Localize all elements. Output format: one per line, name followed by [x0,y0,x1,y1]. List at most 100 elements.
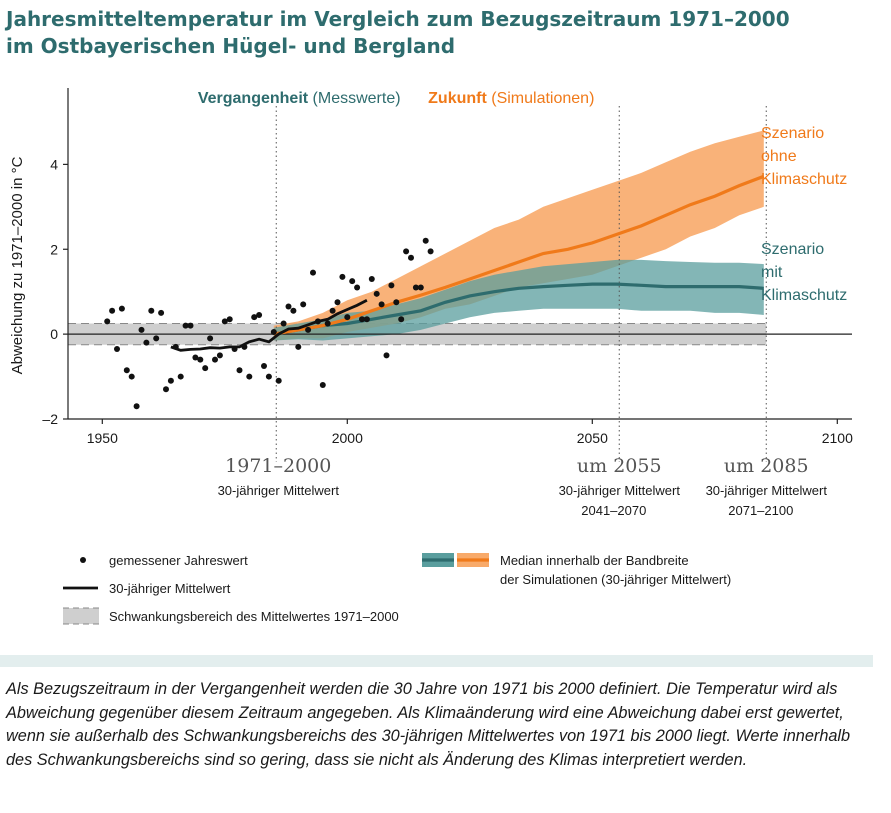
caption-text: Als Bezugszeitraum in der Vergangenheit … [6,680,851,769]
x-tick-label: 1950 [87,430,118,446]
observation-point [368,275,375,282]
band-ohne-klimaschutz [273,130,764,341]
observation-point [305,326,312,333]
observation-point [329,307,336,314]
observation-point [221,318,228,325]
observation-point [408,254,414,261]
section-label-future: Zukunft (Simulationen) [428,90,594,107]
observation-point [133,403,140,410]
median-mit-klimaschutz [273,282,764,336]
chart-title-line-1: Jahresmitteltemperatur im Vergleich zum … [6,7,790,31]
x-tick-label: 2050 [577,430,608,446]
observation-point [363,316,370,323]
y-tick-label: 4 [50,156,58,172]
scenario-label-ohne-klimaschutz: Szenario [761,125,824,142]
observation-point [422,237,429,244]
observation-point [339,273,346,280]
observation-point [216,352,223,359]
observation-point [344,314,351,321]
observation-point [123,367,130,374]
scenario-label-mit-klimaschutz: Szenario [761,241,824,258]
legend-band-symbol [63,608,99,624]
chart-title-line-2: im Ostbayerischen Hügel- und Bergland [6,34,456,58]
marker-label-period: 1971–2000 [225,455,331,477]
observation-point [148,307,155,314]
observation-point [138,326,145,333]
scenario-label-ohne-klimaschutz: ohne [761,148,797,165]
marker-label-range: 2071–2100 [728,503,793,518]
observation-point [226,316,233,323]
observation-point [114,345,120,352]
marker-label-period: um 2055 [577,455,662,477]
marker-label-range: 2041–2070 [581,503,646,518]
observation-point [104,318,111,325]
observation-point [128,373,135,380]
observation-point [275,377,282,384]
observation-point [388,282,395,289]
section-label-past: Vergangenheit (Messwerte) [198,90,401,107]
observation-point [192,354,199,361]
y-tick-label: –2 [42,411,58,427]
observation-point [182,322,189,329]
legend-sim-label-1: Median innerhalb der Bandbreite [500,553,689,568]
observation-point [109,307,116,314]
x-tick-label: 2000 [332,430,363,446]
legend-sim-label-2: der Simulationen (30-jähriger Mittelwert… [500,572,731,587]
observation-point [334,299,341,306]
observation-point [310,269,316,276]
y-tick-label: 0 [50,326,58,342]
observation-point [270,329,277,336]
scenario-label-mit-klimaschutz: Klimaschutz [761,287,847,304]
chart-title: Jahresmitteltemperatur im Vergleich zum … [6,6,886,60]
observation-point [197,356,204,363]
observation-point [158,309,165,316]
observed-30yr-mean-line [170,298,368,352]
observation-point [319,382,326,389]
observation-point [153,335,160,342]
observation-point [359,316,365,323]
observation-point [265,373,272,380]
legend-band-label: Schwankungsbereich des Mittelwertes 1971… [109,609,399,624]
observation-point [143,339,150,346]
observation-point [187,322,194,329]
marker-label-mean: 30-jähriger Mittelwert [559,483,681,498]
observation-point [349,278,356,285]
observation-point [207,335,214,342]
legend-dot-symbol [80,557,86,563]
x-tick-label: 2100 [822,430,853,446]
marker-label-mean: 30-jähriger Mittelwert [706,483,828,498]
scenario-label-ohne-klimaschutz: Klimaschutz [761,171,847,188]
marker-label-mean: 30-jähriger Mittelwert [218,483,340,498]
observation-point [212,356,218,363]
temperature-chart: –2 0 2 4 1950 2000 2050 2100 Abweichung zu 1971–… [9,88,853,625]
observation-point [300,301,307,308]
observation-point [167,377,174,384]
y-axis-label: Abweichung zu 1971–2000 in °C [9,156,26,374]
observation-point [256,312,263,319]
observation-point [417,284,424,291]
observation-point [236,367,243,374]
observation-point [427,248,434,255]
observation-point [412,284,419,291]
observation-point [261,362,267,369]
observation-point [324,320,331,327]
observation-point [202,365,209,372]
y-tick-label: 2 [50,241,58,257]
observation-point [118,305,125,312]
observation-point [373,290,380,297]
observation-point [383,352,390,359]
divider-bar [0,655,873,667]
band-mit-klimaschutz [273,259,764,341]
observation-point [246,373,253,380]
observation-point [285,303,292,310]
observation-point [163,386,169,393]
observation-point [398,316,405,323]
legend-dot-label: gemessener Jahreswert [109,553,248,568]
observation-point [378,301,385,308]
marker-label-period: um 2085 [724,455,809,477]
observation-point [295,343,302,350]
observation-point [403,248,410,255]
observation-point [251,314,258,321]
observation-point [393,299,400,306]
observation-point [177,373,184,380]
